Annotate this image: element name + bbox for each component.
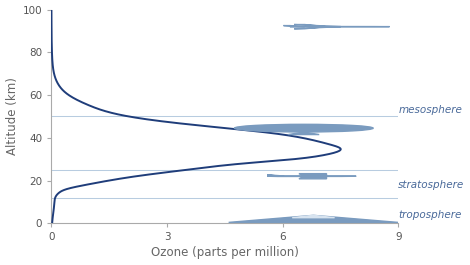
- Polygon shape: [294, 27, 341, 29]
- Text: stratosphere: stratosphere: [398, 180, 464, 190]
- Polygon shape: [267, 175, 284, 176]
- Circle shape: [235, 124, 373, 132]
- Polygon shape: [294, 25, 341, 27]
- Polygon shape: [283, 26, 305, 27]
- Polygon shape: [299, 174, 327, 176]
- X-axis label: Ozone (parts per million): Ozone (parts per million): [151, 246, 299, 259]
- Polygon shape: [290, 26, 390, 27]
- Text: mesosphere: mesosphere: [398, 105, 462, 115]
- Polygon shape: [228, 215, 398, 222]
- Polygon shape: [292, 215, 335, 218]
- Text: troposphere: troposphere: [398, 210, 462, 220]
- Polygon shape: [289, 132, 319, 135]
- Y-axis label: Altitude (km): Altitude (km): [6, 77, 18, 155]
- Polygon shape: [299, 176, 327, 179]
